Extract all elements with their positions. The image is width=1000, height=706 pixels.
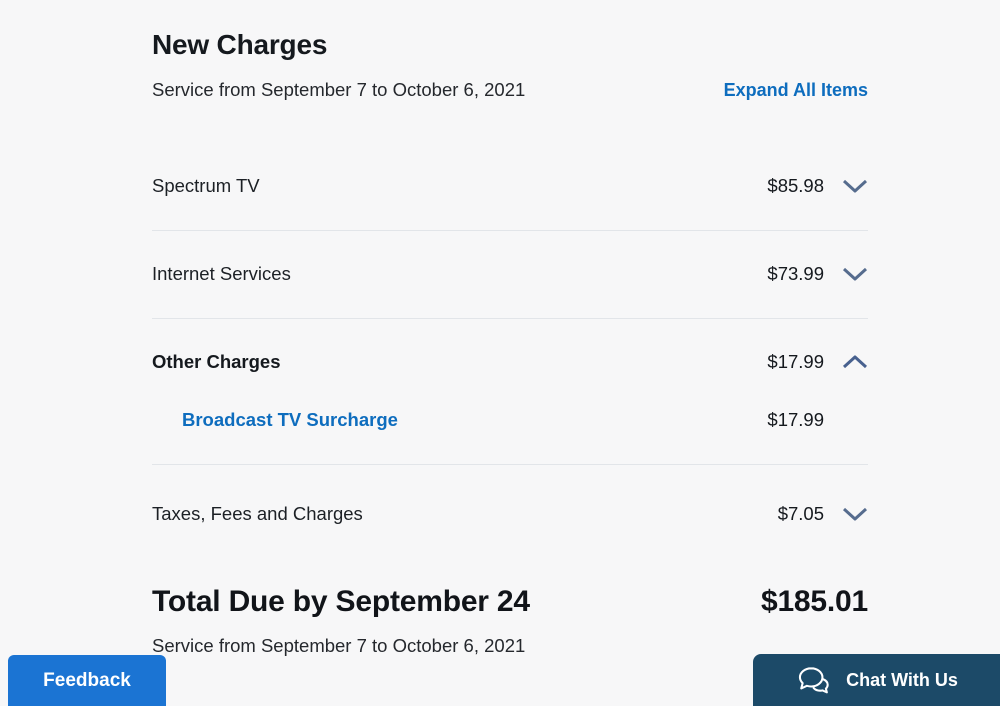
charge-label: Other Charges [152, 351, 281, 372]
charge-amount-wrap: $85.98 [767, 175, 868, 197]
charge-label: Taxes, Fees and Charges [152, 503, 363, 524]
sub-charge-amount: $17.99 [767, 409, 824, 430]
charge-row-spectrum-tv[interactable]: Spectrum TV $85.98 [152, 143, 868, 231]
charge-amount: $73.99 [767, 263, 824, 284]
expand-all-items-link[interactable]: Expand All Items [723, 80, 868, 100]
charge-amount-wrap: $73.99 [767, 263, 868, 285]
page-title: New Charges [152, 29, 328, 60]
service-period-text: Service from September 7 to October 6, 2… [152, 79, 526, 100]
charge-row-internet-services[interactable]: Internet Services $73.99 [152, 231, 868, 319]
service-period-row: Service from September 7 to October 6, 2… [152, 79, 868, 101]
total-due-label: Total Due by September 24 [152, 585, 530, 618]
feedback-button-label: Feedback [43, 670, 131, 691]
charge-row-other-charges[interactable]: Other Charges $17.99 [152, 319, 868, 373]
chevron-down-icon[interactable] [842, 179, 868, 193]
broadcast-tv-surcharge-link[interactable]: Broadcast TV Surcharge [182, 409, 398, 430]
charge-row-taxes-fees[interactable]: Taxes, Fees and Charges $7.05 [152, 465, 868, 525]
new-charges-section: New Charges Service from September 7 to … [152, 0, 868, 657]
total-due-amount: $185.01 [760, 585, 868, 618]
chevron-up-icon[interactable] [842, 355, 868, 369]
charge-amount: $85.98 [767, 175, 824, 196]
charge-group-other-charges: Other Charges $17.99 Broadcast TV Surcha… [152, 319, 868, 465]
feedback-button[interactable]: Feedback [8, 655, 166, 706]
charge-amount-wrap: $7.05 [778, 503, 868, 525]
charges-list: Spectrum TV $85.98 Internet Services $73… [152, 143, 868, 525]
chat-button-label: Chat With Us [846, 669, 958, 690]
total-service-period-text: Service from September 7 to October 6, 2… [152, 635, 526, 656]
charge-amount-wrap: $17.99 [767, 351, 868, 373]
charge-amount: $17.99 [767, 351, 824, 372]
chat-bubbles-icon [795, 665, 833, 695]
total-due-row: Total Due by September 24 $185.01 [152, 584, 868, 620]
charge-label: Spectrum TV [152, 175, 260, 196]
chat-with-us-button[interactable]: Chat With Us [753, 654, 1000, 706]
sub-charge-row-broadcast-tv-surcharge: Broadcast TV Surcharge $17.99 [152, 409, 868, 431]
charge-amount: $7.05 [777, 503, 824, 524]
charge-label: Internet Services [152, 263, 291, 284]
chevron-down-icon[interactable] [842, 267, 868, 281]
chevron-down-icon[interactable] [842, 507, 868, 521]
